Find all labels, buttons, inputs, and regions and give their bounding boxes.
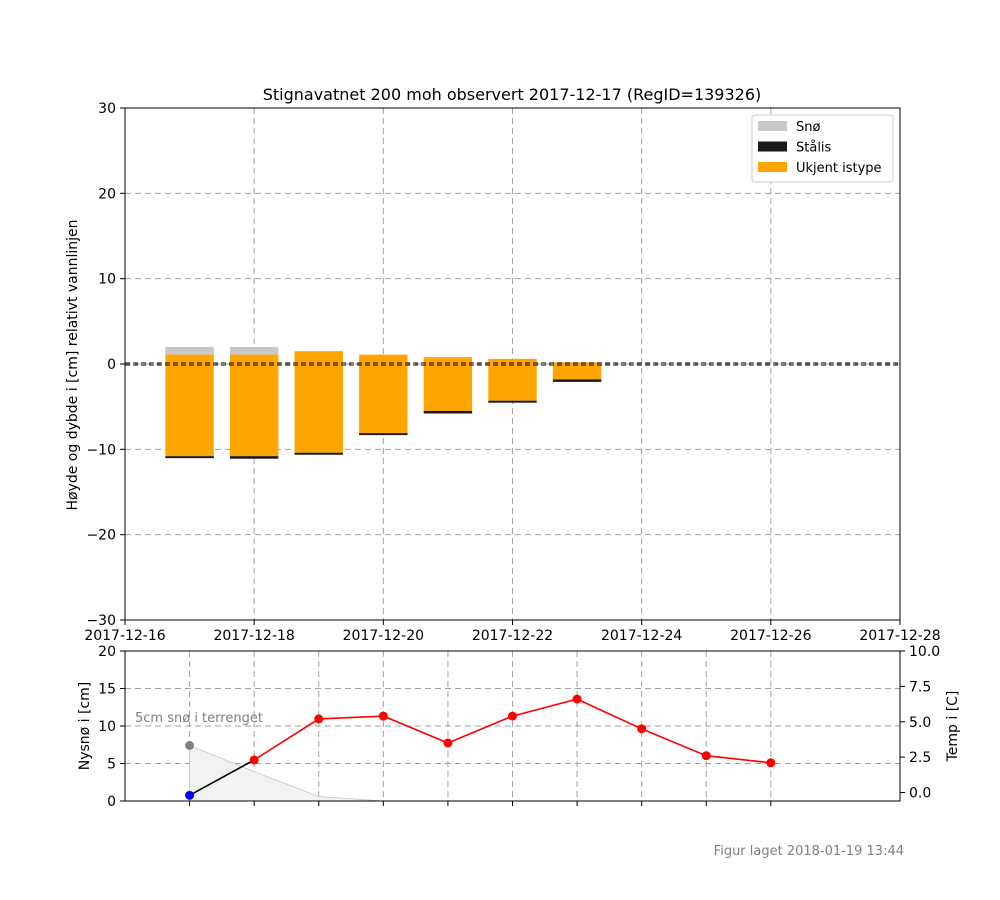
legend-label: Stålis <box>796 141 832 156</box>
legend-swatch <box>758 162 787 172</box>
y-tick-label-left: 5 <box>107 757 116 773</box>
y-tick-label: −10 <box>86 442 116 458</box>
snow-area <box>185 741 384 802</box>
y-tick-label: 10 <box>98 272 116 288</box>
legend-swatch <box>758 141 787 152</box>
temperature-point <box>766 758 776 768</box>
temperature-first-segment <box>189 759 255 797</box>
bar-stalis <box>359 433 408 436</box>
bar-sno <box>229 346 279 355</box>
temp-axis-label: Temp i [C] <box>945 691 961 763</box>
main-axis-ticks: 2017-12-16 2017-12-18 2017-12-20 2017-12-22… <box>84 101 940 644</box>
bar-stalis <box>552 379 602 382</box>
bar-ukjent-istype <box>423 357 473 411</box>
bar-stalis <box>294 452 343 455</box>
y-axis-label: Høyde og dybde i [cm] relativt vannlinje… <box>65 219 81 510</box>
bar-stalis <box>488 400 537 403</box>
y-tick-label-left: 15 <box>98 682 116 698</box>
y-tick-label-left: 0 <box>107 794 116 810</box>
bar-sno <box>165 346 214 355</box>
bar-ukjent-istype <box>359 354 408 434</box>
legend-frame <box>751 114 894 183</box>
ice-profile-chart: Stignavatnet 200 moh observert 2017-12-1… <box>65 85 941 644</box>
snow-axis-label: Nysnø i [cm] <box>77 682 93 771</box>
temperature-point <box>701 751 711 761</box>
x-tick-label: 2017-12-20 <box>343 628 424 644</box>
ice-bars <box>165 346 602 459</box>
bar-ukjent-istype <box>294 351 343 453</box>
figure-footnote: Figur laget 2018-01-19 13:44 <box>714 844 904 859</box>
bar-stalis <box>229 456 279 459</box>
y-tick-label-left: 20 <box>98 644 116 660</box>
x-tick-label: 2017-12-16 <box>84 628 165 644</box>
snow-depth-marker <box>185 741 195 750</box>
x-tick-label: 2017-12-24 <box>601 628 682 644</box>
snow-depth-area <box>189 744 384 802</box>
snow-temperature-chart: Nysnø i [cm] Temp i [C] 0 5 10 15 20 0.0 2.5 5.… <box>77 644 961 810</box>
bar-ukjent-istype <box>552 362 602 380</box>
y-tick-label-right: 2.5 <box>909 750 931 766</box>
temperature-point <box>572 694 582 704</box>
legend-label: Ukjent istype <box>796 161 882 176</box>
y-tick-label: 0 <box>107 357 116 373</box>
y-tick-label: 20 <box>98 186 116 202</box>
temperature-point <box>508 711 517 721</box>
temperature-point <box>443 738 453 748</box>
bar-stalis <box>423 410 473 414</box>
temperature-point <box>637 724 647 734</box>
y-tick-label-left: 10 <box>98 719 116 735</box>
x-tick-label: 2017-12-28 <box>859 628 940 644</box>
y-tick-label: −30 <box>86 613 116 629</box>
temperature-point <box>249 755 259 765</box>
bar-ukjent-istype <box>488 358 537 401</box>
y-tick-label-right: 10.0 <box>909 644 940 660</box>
y-tick-label-right: 5.0 <box>909 715 931 731</box>
y-tick-label: −20 <box>86 528 116 544</box>
y-tick-label-right: 7.5 <box>909 679 931 695</box>
y-tick-label-right: 0.0 <box>909 786 931 802</box>
x-tick-label: 2017-12-18 <box>213 628 294 644</box>
y-tick-label: 30 <box>98 101 116 117</box>
legend: Snø Stålis Ukjent istype <box>751 114 894 183</box>
chart-title: Stignavatnet 200 moh observert 2017-12-1… <box>263 85 762 104</box>
bar-ukjent-istype <box>229 354 279 457</box>
temperature-series <box>185 694 776 800</box>
bar-ukjent-istype <box>165 354 214 457</box>
temperature-point <box>378 711 388 721</box>
legend-label: Snø <box>796 120 820 135</box>
snow-annotation: 5cm snø i terrenget <box>135 711 263 726</box>
x-tick-label: 2017-12-22 <box>472 628 553 644</box>
temperature-point <box>185 790 195 800</box>
lower-axis-ticks: 0 5 10 15 20 0.0 2.5 5.0 7.5 10.0 <box>98 644 940 810</box>
waterline <box>125 362 900 366</box>
x-tick-label: 2017-12-26 <box>730 628 811 644</box>
bar-stalis <box>165 456 214 459</box>
legend-swatch <box>758 121 787 131</box>
temperature-point <box>314 714 324 724</box>
